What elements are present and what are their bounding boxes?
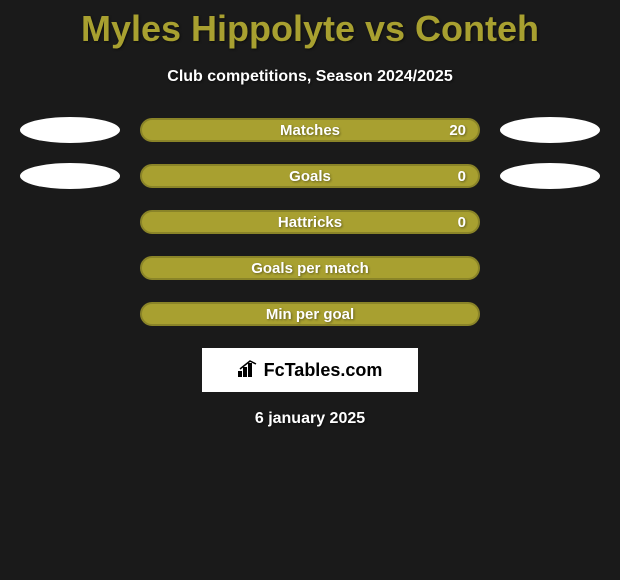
stat-label: Goals bbox=[289, 168, 331, 185]
stat-row: Goals 0 bbox=[10, 164, 610, 188]
stat-label: Min per goal bbox=[266, 306, 354, 323]
brand-text: FcTables.com bbox=[264, 360, 383, 381]
comparison-title: Myles Hippolyte vs Conteh bbox=[0, 0, 620, 50]
right-player-indicator bbox=[500, 163, 600, 189]
stat-label: Goals per match bbox=[251, 260, 369, 277]
date-text: 6 january 2025 bbox=[0, 410, 620, 428]
stat-bar: Goals 0 bbox=[140, 164, 480, 188]
stat-bar: Min per goal bbox=[140, 302, 480, 326]
stat-value: 20 bbox=[449, 122, 466, 139]
comparison-subtitle: Club competitions, Season 2024/2025 bbox=[0, 68, 620, 86]
stat-bar: Matches 20 bbox=[140, 118, 480, 142]
stat-row: Hattricks 0 bbox=[10, 210, 610, 234]
stat-bar: Hattricks 0 bbox=[140, 210, 480, 234]
stat-label: Matches bbox=[280, 122, 340, 139]
right-player-indicator bbox=[500, 117, 600, 143]
stat-value: 0 bbox=[458, 214, 466, 231]
stat-label: Hattricks bbox=[278, 214, 342, 231]
chart-icon bbox=[238, 359, 260, 382]
stat-row: Goals per match bbox=[10, 256, 610, 280]
stats-container: Matches 20 Goals 0 Hattricks 0 Goals per match… bbox=[0, 118, 620, 326]
left-player-indicator bbox=[20, 163, 120, 189]
brand-logo: FcTables.com bbox=[238, 359, 383, 382]
left-player-indicator bbox=[20, 117, 120, 143]
brand-box: FcTables.com bbox=[202, 348, 418, 392]
stat-row: Matches 20 bbox=[10, 118, 610, 142]
stat-bar: Goals per match bbox=[140, 256, 480, 280]
stat-row: Min per goal bbox=[10, 302, 610, 326]
stat-value: 0 bbox=[458, 168, 466, 185]
